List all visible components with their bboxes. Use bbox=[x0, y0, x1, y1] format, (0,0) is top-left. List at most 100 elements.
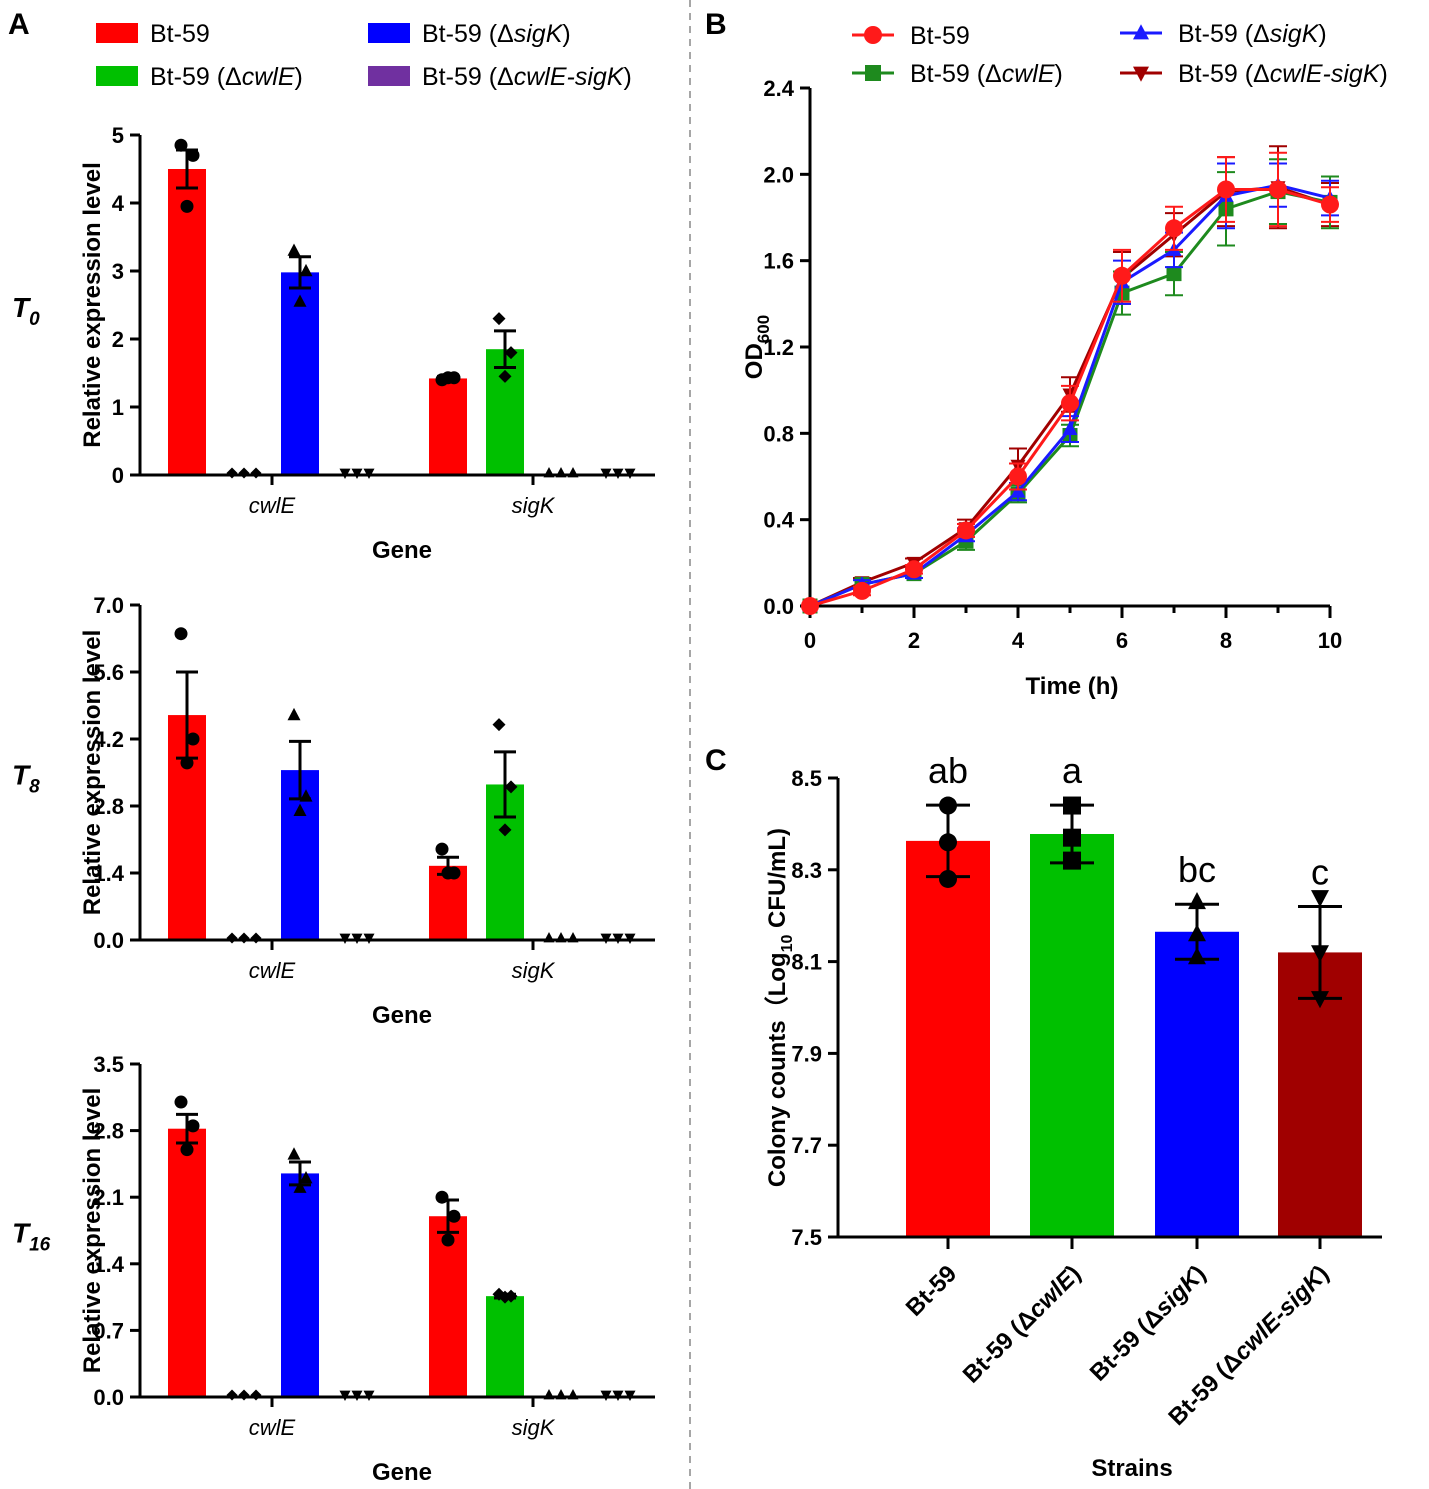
data-point bbox=[1188, 892, 1206, 910]
series-line bbox=[801, 151, 1339, 615]
legend-a-item: Bt-59 bbox=[96, 20, 210, 48]
data-point bbox=[492, 312, 506, 326]
y-tick-label: 2.1 bbox=[93, 1185, 124, 1210]
label-prefix: Bt-59 bbox=[910, 22, 970, 50]
y-tick-label: 7.7 bbox=[791, 1133, 822, 1158]
data-point bbox=[1188, 947, 1206, 965]
y-tick-label: 2.8 bbox=[93, 1119, 124, 1144]
bar bbox=[1155, 931, 1239, 1237]
legend-a-label: Bt-59 (ΔcwlE-sigK) bbox=[422, 63, 632, 91]
significance-letter: ab bbox=[928, 750, 968, 791]
data-point bbox=[250, 932, 262, 944]
y-tick-label: 4.2 bbox=[93, 727, 124, 752]
data-point bbox=[1063, 828, 1081, 847]
data-point bbox=[1321, 195, 1339, 214]
label-prefix: Bt-59 (Δ bbox=[1178, 60, 1270, 88]
data-point bbox=[435, 842, 449, 856]
data-point bbox=[939, 869, 957, 888]
label-close: ) bbox=[623, 63, 631, 91]
data-point bbox=[498, 369, 512, 383]
y-axis-title: Relative expression level bbox=[79, 162, 106, 448]
data-point bbox=[1063, 796, 1081, 815]
data-point bbox=[287, 1147, 301, 1160]
data-point bbox=[1009, 467, 1027, 486]
label-prefix: Bt-59 (Δ bbox=[1163, 1347, 1247, 1431]
legend-b-item: Bt-59 bbox=[852, 22, 970, 50]
bar bbox=[168, 1128, 206, 1397]
label-prefix: Bt-59 (Δ bbox=[422, 63, 514, 91]
data-point bbox=[939, 833, 957, 852]
data-point bbox=[441, 371, 455, 385]
legend-b-label: Bt-59 (ΔcwlE) bbox=[910, 60, 1063, 88]
time-label-letter: T bbox=[12, 760, 32, 791]
bar-chart-C: 7.5 7.7 7.9 8.1 8.3 8.5 Colony counts（Log10 CF… bbox=[764, 750, 1382, 1482]
data-point bbox=[299, 789, 313, 802]
data-point bbox=[174, 138, 188, 152]
time-label-letter: T bbox=[12, 1218, 32, 1249]
legend-a-swatch bbox=[96, 23, 138, 43]
y-tick-label: 2.8 bbox=[93, 794, 124, 819]
x-tick-label: 2 bbox=[908, 628, 920, 653]
y-tick-label: 1.6 bbox=[763, 249, 794, 274]
time-label-subscript: 8 bbox=[29, 777, 40, 798]
data-point bbox=[180, 756, 194, 770]
time-label-subscript: 0 bbox=[29, 309, 40, 330]
data-point bbox=[299, 263, 313, 277]
y-tick-label: 5.6 bbox=[93, 660, 124, 685]
label-italic: cwlE bbox=[1002, 60, 1055, 88]
y-axis-title: OD600 bbox=[741, 315, 773, 379]
data-point bbox=[180, 199, 194, 213]
data-point bbox=[498, 823, 512, 837]
legend-a-label: Bt-59 (ΔsigK) bbox=[422, 20, 571, 48]
x-tick-label: 10 bbox=[1318, 628, 1342, 653]
bar-chart-A-T8: T8 0.0 1.4 2.8 4.2 5.6 7.0 Relative expression … bbox=[12, 593, 655, 1029]
legend-b-item: Bt-59 (ΔcwlE-sigK) bbox=[1120, 60, 1388, 88]
y-tick-label: 1.4 bbox=[93, 861, 124, 886]
y-axis-title: Relative expression level bbox=[79, 630, 106, 916]
panel-label-b: B bbox=[705, 8, 727, 41]
y-tick-label: 7.0 bbox=[93, 593, 124, 618]
label-close: ) bbox=[295, 63, 303, 91]
data-point bbox=[293, 294, 307, 307]
data-point bbox=[801, 597, 819, 615]
legend-a-item: Bt-59 (ΔcwlE) bbox=[96, 63, 303, 91]
data-point bbox=[1311, 945, 1329, 963]
y-tick-label: 2.4 bbox=[763, 76, 794, 101]
legend-a-label: Bt-59 bbox=[150, 20, 210, 48]
label-italic: cwlE-sigK bbox=[514, 63, 625, 91]
legend-b-item: Bt-59 (ΔcwlE) bbox=[852, 60, 1063, 88]
x-axis-title: Gene bbox=[372, 1459, 432, 1486]
y-axis-title: Colony counts（Log10 CFU/mL) bbox=[764, 828, 796, 1187]
legend-b-marker bbox=[864, 26, 882, 44]
data-point bbox=[186, 148, 200, 162]
label-prefix: Bt-59 bbox=[901, 1260, 963, 1322]
y-axis-title: Relative expression level bbox=[79, 1088, 106, 1374]
data-point bbox=[238, 932, 250, 944]
data-point bbox=[250, 1389, 262, 1401]
data-point bbox=[238, 467, 250, 479]
y-tick-label: 3.5 bbox=[93, 1052, 124, 1077]
bar bbox=[281, 1173, 319, 1397]
data-point bbox=[957, 521, 975, 540]
significance-letter: bc bbox=[1178, 849, 1216, 890]
data-point bbox=[1311, 991, 1329, 1009]
label-close: ) bbox=[1318, 20, 1326, 48]
data-point bbox=[1010, 483, 1026, 498]
legend-a-item: Bt-59 (ΔcwlE-sigK) bbox=[368, 63, 632, 91]
data-point bbox=[435, 1190, 449, 1204]
label-prefix: Bt-59 (Δ bbox=[1178, 20, 1270, 48]
x-category-label: sigK bbox=[512, 1415, 556, 1440]
y-tick-label: 1.4 bbox=[93, 1252, 124, 1277]
y-tick-label: 0.7 bbox=[93, 1318, 124, 1343]
data-point bbox=[226, 467, 238, 479]
x-category-label: cwlE bbox=[249, 493, 296, 518]
data-point bbox=[1061, 394, 1079, 413]
data-point bbox=[1165, 219, 1183, 238]
x-axis-title: Time (h) bbox=[1026, 673, 1119, 700]
data-point bbox=[441, 1233, 455, 1247]
data-point bbox=[293, 803, 307, 816]
x-category-label: Bt-59 (ΔsigK) bbox=[1085, 1260, 1212, 1387]
y-tick-label: 2.0 bbox=[763, 162, 794, 187]
